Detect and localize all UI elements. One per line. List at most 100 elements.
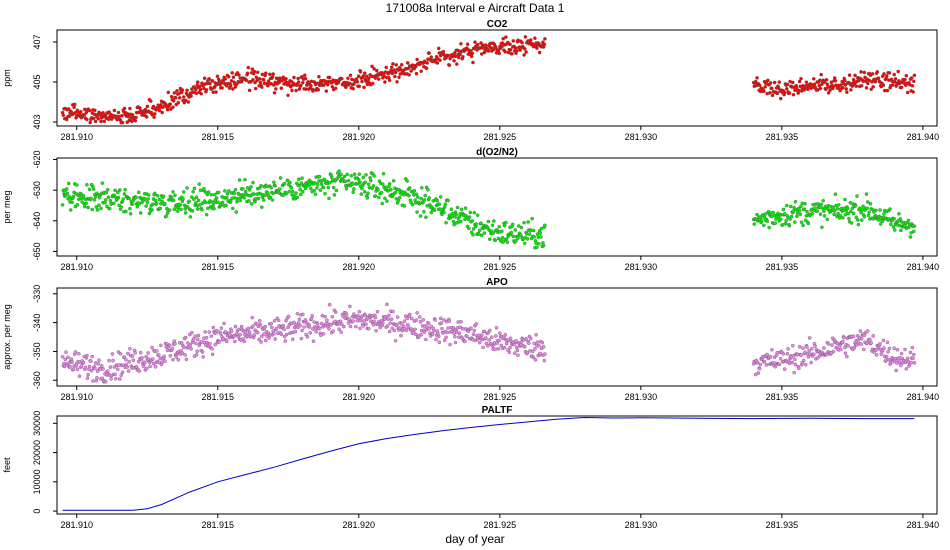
data-point	[60, 203, 65, 207]
data-point	[213, 342, 218, 347]
data-point	[508, 336, 513, 341]
data-point	[482, 231, 487, 235]
data-point	[264, 71, 268, 75]
data-point	[144, 204, 148, 208]
x-axis-label: day of year	[445, 532, 504, 546]
data-point	[133, 118, 138, 123]
data-point	[437, 202, 442, 206]
data-point	[172, 91, 177, 95]
data-point	[292, 75, 296, 80]
data-point	[93, 366, 97, 371]
data-point	[405, 179, 409, 183]
data-point	[909, 360, 913, 365]
data-point	[216, 200, 220, 204]
data-point	[262, 198, 266, 202]
data-point	[385, 302, 389, 307]
data-point	[357, 172, 362, 176]
data-point	[438, 316, 443, 321]
data-point	[504, 237, 509, 241]
data-point	[905, 356, 910, 361]
data-point	[133, 351, 138, 355]
data-point	[360, 186, 364, 191]
data-point	[246, 65, 251, 70]
data-point	[252, 333, 257, 337]
data-point	[214, 328, 219, 333]
data-point	[797, 366, 801, 371]
data-point	[425, 61, 429, 65]
data-point	[791, 92, 796, 97]
data-point	[357, 309, 362, 314]
data-point	[237, 192, 241, 197]
data-point	[864, 86, 869, 90]
data-point	[262, 78, 266, 82]
data-point	[756, 371, 761, 375]
data-point	[151, 104, 156, 109]
data-point	[255, 70, 260, 75]
data-point	[493, 238, 497, 243]
data-point	[904, 367, 909, 371]
data-point	[107, 110, 111, 114]
data-point	[792, 370, 796, 375]
data-point	[503, 332, 508, 337]
data-point	[231, 206, 235, 211]
data-point	[439, 321, 444, 325]
data-point	[211, 203, 216, 208]
data-point	[474, 222, 479, 226]
data-point	[295, 195, 300, 200]
data-point	[762, 359, 767, 364]
data-point	[903, 347, 907, 352]
data-point	[167, 208, 172, 212]
x-tick-label: 281.915	[201, 262, 234, 272]
data-point	[511, 39, 516, 43]
data-point	[479, 221, 483, 225]
data-point	[781, 352, 786, 356]
data-point	[778, 96, 783, 101]
data-point	[753, 79, 758, 84]
data-point	[106, 195, 111, 199]
x-tick-label: 281.925	[484, 520, 517, 530]
data-point	[847, 216, 851, 221]
data-point	[532, 235, 536, 239]
y-tick-label: 0	[32, 509, 42, 514]
data-point	[810, 211, 815, 216]
data-point	[419, 69, 423, 74]
data-point	[148, 364, 152, 369]
data-point	[105, 204, 109, 209]
data-point	[892, 346, 896, 350]
data-point	[295, 311, 300, 316]
data-point	[867, 78, 871, 83]
data-point	[146, 193, 151, 197]
data-point	[259, 183, 263, 188]
data-point	[257, 337, 261, 342]
data-point	[870, 72, 875, 76]
data-point	[160, 110, 164, 115]
data-point	[418, 315, 422, 319]
data-point	[868, 337, 872, 342]
data-point	[768, 81, 773, 85]
data-point	[427, 196, 431, 200]
data-point	[124, 357, 128, 362]
plot-frame	[56, 29, 938, 127]
data-point	[459, 219, 463, 224]
data-point	[247, 88, 252, 93]
data-point	[422, 198, 427, 202]
data-point	[334, 188, 339, 193]
data-point	[274, 326, 279, 331]
data-point	[171, 357, 175, 362]
data-point	[283, 339, 288, 343]
data-point	[500, 44, 504, 49]
data-point	[473, 40, 477, 44]
data-point	[812, 77, 816, 81]
data-point	[86, 372, 90, 377]
data-point	[190, 330, 194, 335]
data-point	[519, 340, 524, 344]
data-point	[296, 80, 301, 84]
data-point	[197, 182, 201, 186]
data-point	[801, 346, 805, 350]
data-point	[114, 376, 118, 381]
data-point	[442, 210, 446, 215]
data-point	[186, 341, 190, 345]
data-point	[362, 319, 366, 323]
data-point	[68, 208, 73, 212]
data-point	[142, 361, 147, 366]
